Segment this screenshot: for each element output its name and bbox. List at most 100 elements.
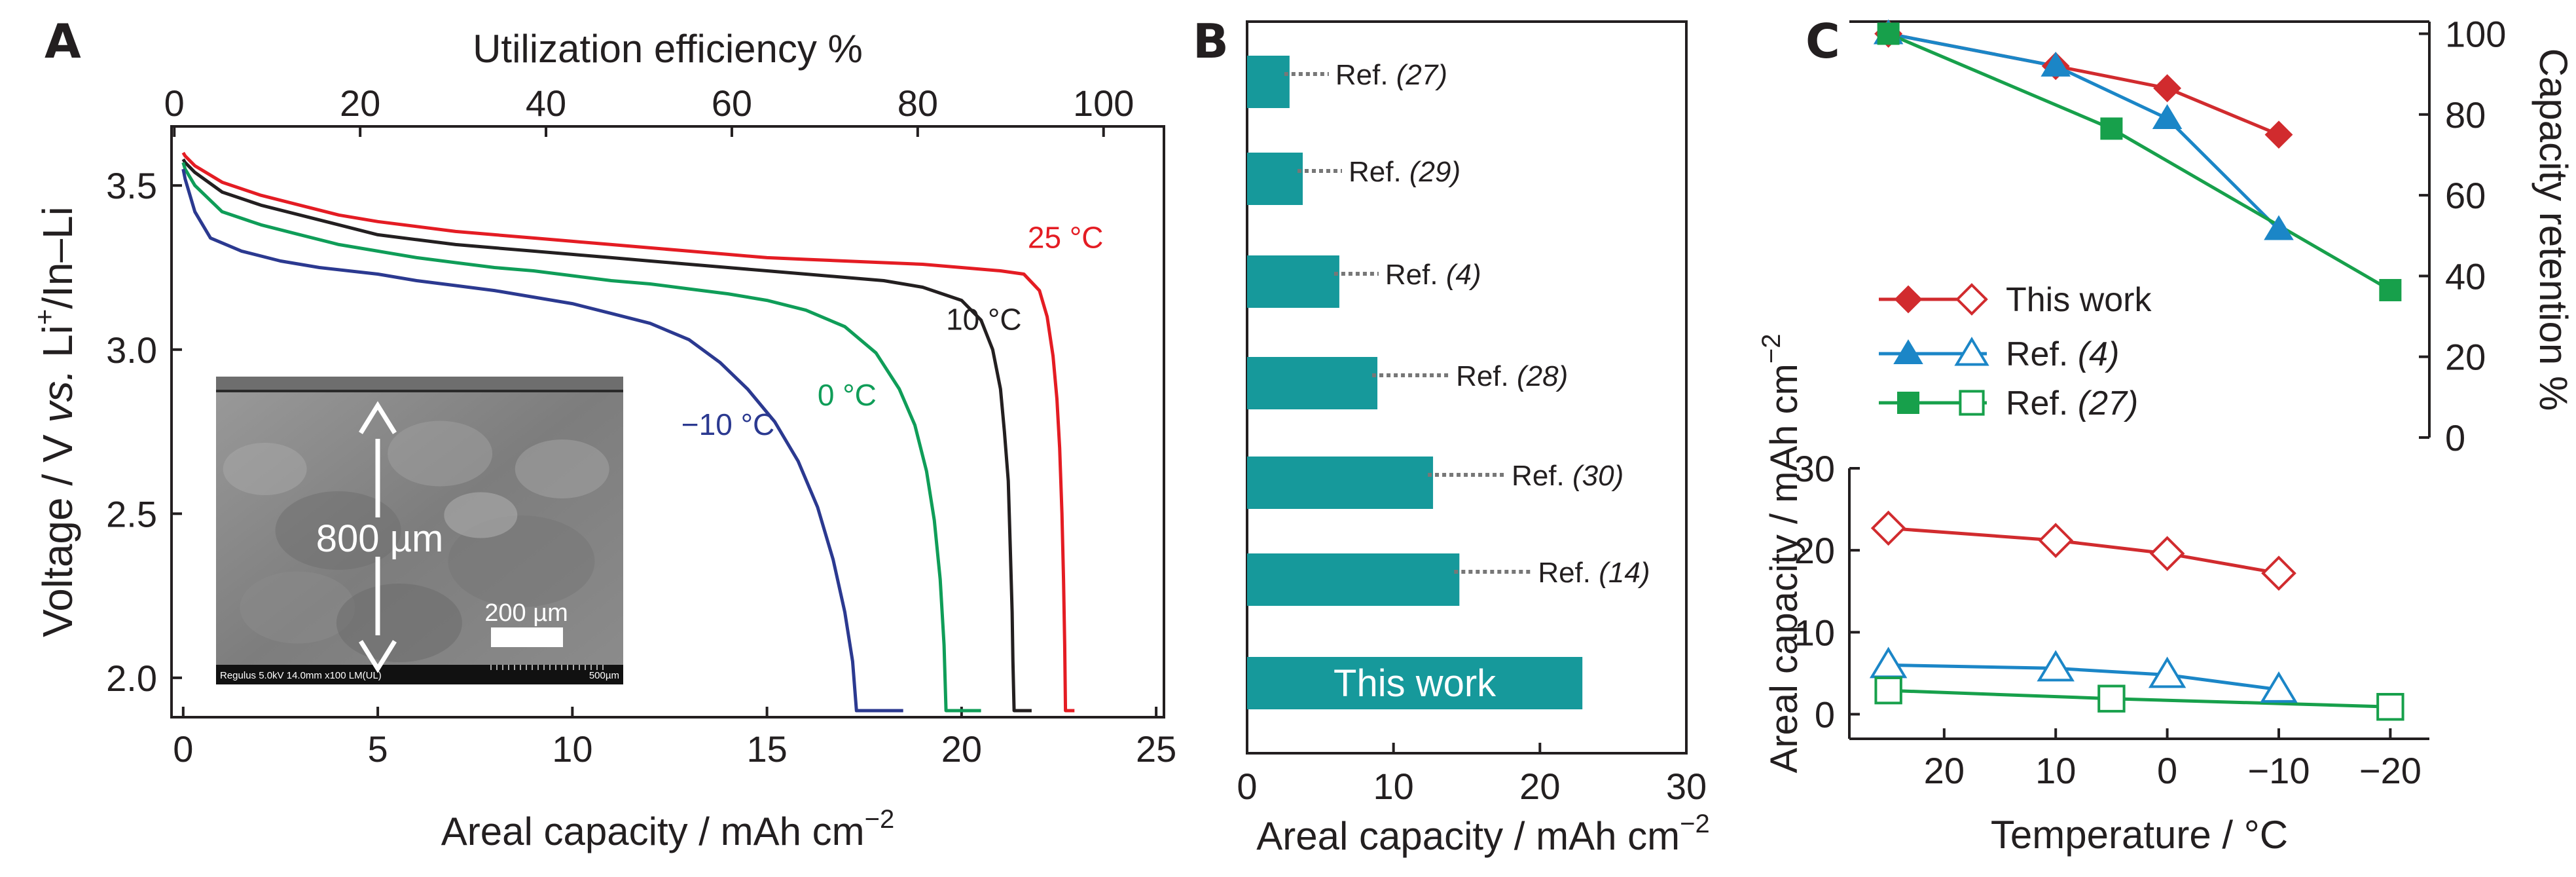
sem-footer-left: Regulus 5.0kV 14.0mm x100 LM(UL) [220, 670, 382, 681]
ref-label-num: (28) [1517, 360, 1568, 392]
scalebar [491, 627, 563, 647]
x2-tick-label-a: 80 [898, 83, 938, 124]
left-y-axis-title: Areal capacity / mAh cm−2 [1757, 334, 1805, 774]
sem-texture [336, 584, 462, 662]
right-y-tick-label: 0 [2445, 417, 2465, 458]
retention-marker-1 [2152, 104, 2183, 129]
x2-tick-label-a: 0 [164, 83, 185, 124]
x-tick-label-b: 0 [1237, 766, 1257, 807]
x-tick-label-c: 0 [2157, 750, 2177, 791]
right-y-tick-label: 80 [2445, 94, 2486, 136]
legend-marker-filled-1 [1893, 339, 1923, 364]
legend-marker-open-0 [1955, 283, 1988, 316]
x-tick-label-b: 20 [1519, 766, 1560, 807]
x2-tick-label-a: 40 [526, 83, 566, 124]
legend-label-2: Ref. (27) [2006, 384, 2138, 422]
bar-5 [1247, 553, 1460, 606]
sem-texture [223, 443, 307, 495]
curve-label-0: 25 °C [1028, 220, 1104, 254]
ref-label-pre: Ref. [1456, 360, 1517, 392]
bar-2 [1247, 255, 1339, 308]
capacity-marker-1 [2148, 656, 2186, 688]
thickness-label: 800 µm [316, 517, 444, 560]
bar-4 [1247, 457, 1434, 509]
legend-label-pre: This work [2006, 281, 2152, 319]
capacity-marker-0 [1870, 510, 1906, 546]
left-y-axis-title-sup: −2 [1757, 334, 1786, 364]
x-tick-label-b: 30 [1666, 766, 1707, 807]
x-tick-label-a: 0 [173, 728, 193, 770]
y-axis-title-sup: + [29, 309, 60, 326]
legend-marker-open-1 [1954, 337, 1989, 366]
curve-label-1: 10 °C [946, 303, 1022, 337]
ref-label-num: (4) [1446, 259, 1481, 291]
retention-line-2 [1887, 32, 2391, 292]
capacity-marker-0 [2149, 536, 2185, 571]
legend-label-pre: Ref. [2006, 384, 2078, 422]
ref-label-0: Ref. (27) [1335, 59, 1447, 91]
capacity-marker-0 [2261, 555, 2296, 591]
x2-tick-label-a: 60 [712, 83, 752, 124]
x-axis-title-text: Areal capacity / mAh cm [441, 810, 865, 853]
discharge-curve-0 [181, 151, 1075, 713]
sem-texture [515, 439, 609, 498]
retention-line-1 [1888, 32, 2280, 231]
ref-label-num: (30) [1572, 460, 1624, 492]
right-y-tick-label: 100 [2445, 13, 2506, 54]
sem-texture [448, 515, 595, 607]
bar-inside-label: This work [1333, 662, 1497, 705]
arrow-head-up [359, 401, 397, 434]
ref-label-1: Ref. (29) [1349, 156, 1460, 188]
ref-label-pre: Ref. [1349, 156, 1409, 188]
retention-line-0 [1888, 32, 2279, 136]
right-y-axis-title: Capacity retention % [2531, 48, 2575, 411]
x-axis-title-a: Areal capacity / mAh cm−2 [441, 805, 894, 853]
retention-marker-0 [2264, 121, 2293, 149]
retention-marker-2 [2379, 278, 2402, 301]
capacity-line-0 [1888, 526, 2279, 575]
x-tick-label-c: −20 [2359, 750, 2422, 791]
capacity-line-2 [1888, 688, 2391, 709]
retention-marker-1 [2041, 51, 2071, 77]
panel-b: 0 10 20 30 Areal capacity / mAh cm−2 Ref. (27… [1237, 20, 1710, 858]
left-y-tick-label: 30 [1794, 448, 1835, 489]
legend-label-num: (27) [2078, 384, 2138, 422]
capacity-marker-2 [2376, 692, 2404, 721]
x-tick-label-a: 15 [746, 728, 787, 770]
left-y-tick-label: 0 [1815, 694, 1835, 735]
bar-0 [1247, 56, 1290, 108]
legend-marker-open-2 [1959, 390, 1985, 416]
y-axis-title-pre: Voltage / V [34, 423, 81, 637]
y-tick-label-a: 2.5 [106, 493, 157, 534]
panel-a: 0 5 10 15 20 25 0 20 40 60 80 100 2.0 2.5 3.0 3.5 Areal … [29, 27, 1176, 853]
discharge-curve-1 [181, 158, 1032, 713]
capacity-line-1 [1888, 663, 2279, 692]
retention-marker-2 [1877, 22, 1900, 45]
x-axis-title-sup: −2 [1680, 810, 1710, 838]
capacity-marker-2 [2097, 684, 2126, 713]
scalebar-label: 200 µm [484, 599, 568, 627]
ref-label-pre: Ref. [1538, 557, 1599, 589]
y-tick-label-a: 2.0 [106, 658, 157, 699]
y-axis-title-mid: Li [34, 325, 81, 369]
x-tick-label-a: 20 [941, 728, 982, 770]
x-axis-title-text: Areal capacity / mAh cm [1256, 814, 1680, 858]
ref-label-2: Ref. (4) [1385, 259, 1481, 291]
x-axis-title-c: Temperature / °C [1991, 813, 2288, 857]
x-tick-label-c: −10 [2247, 750, 2310, 791]
x-tick-label-b: 10 [1373, 766, 1414, 807]
panel-label-b: B [1193, 14, 1229, 69]
retention-marker-2 [2100, 117, 2123, 140]
discharge-curve-3 [181, 168, 903, 713]
right-y-tick-label: 20 [2445, 337, 2486, 378]
panel-label-a: A [45, 14, 81, 69]
ref-label-5: Ref. (14) [1538, 557, 1650, 589]
sem-texture [388, 420, 493, 487]
x-tick-label-c: 10 [2035, 750, 2076, 791]
bar-3 [1247, 357, 1378, 409]
x-tick-label-a: 25 [1136, 728, 1176, 770]
bar-6 [1247, 657, 1583, 709]
ref-label-num: (29) [1409, 156, 1460, 188]
capacity-marker-2 [1874, 676, 1902, 705]
